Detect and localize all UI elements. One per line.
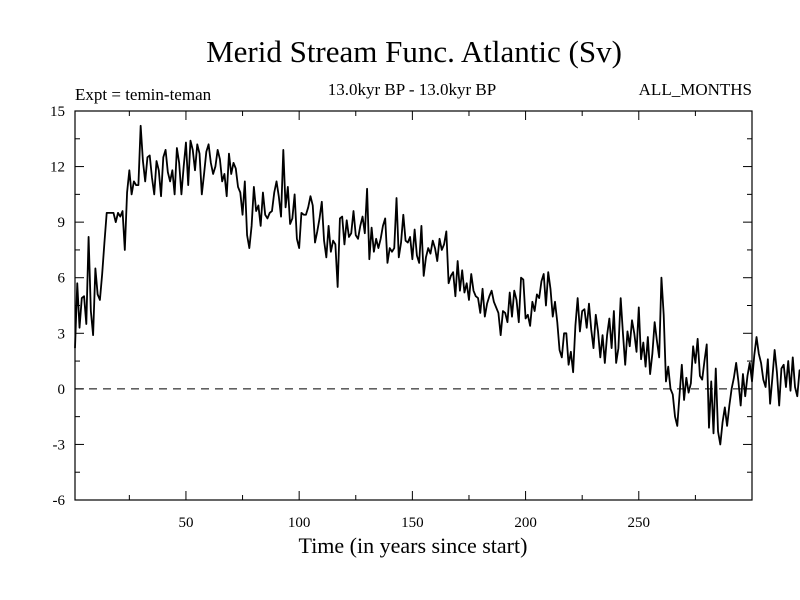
- y-tick-label: 0: [58, 382, 66, 398]
- y-tick-label: 15: [50, 104, 65, 120]
- y-tick-label: 3: [58, 326, 66, 342]
- y-tick-label: -3: [53, 437, 66, 453]
- series-group: [74, 124, 800, 446]
- x-tick-label: 250: [628, 515, 651, 531]
- months-label: ALL_MONTHS: [639, 80, 752, 99]
- series-line: [74, 124, 800, 446]
- y-tick-label: 9: [58, 215, 66, 231]
- y-tick-label: -6: [53, 493, 66, 509]
- x-tick-label: 50: [178, 515, 193, 531]
- axis-ticks: [75, 110, 753, 501]
- chart-title: Merid Stream Func. Atlantic (Sv): [206, 34, 622, 69]
- y-tick-label: 12: [50, 160, 65, 176]
- expt-label: Expt = temin-teman: [75, 85, 212, 104]
- x-tick-label: 150: [401, 515, 424, 531]
- x-axis-label: Time (in years since start): [299, 533, 528, 558]
- x-tick-labels: 50 100 150 200 250: [178, 515, 650, 531]
- y-tick-label: 6: [58, 271, 66, 287]
- x-tick-label: 100: [288, 515, 311, 531]
- plot-frame: [74, 110, 753, 501]
- y-tick-labels: -6 -3 0 3 6 9 12 15: [50, 104, 66, 509]
- period-label: 13.0kyr BP - 13.0kyr BP: [328, 80, 496, 99]
- x-tick-label: 200: [514, 515, 537, 531]
